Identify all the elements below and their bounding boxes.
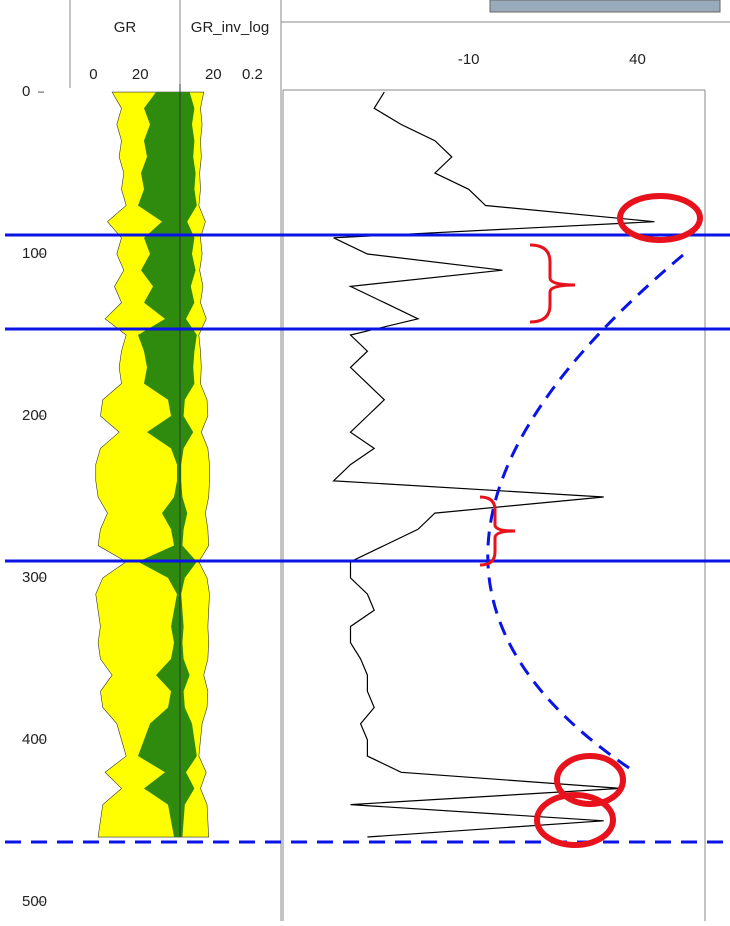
depth-tick-label: 400 <box>22 731 47 748</box>
depth-tick-label: 300 <box>22 569 47 586</box>
x-tick-label: 0 <box>89 66 97 83</box>
x-tick-label: 20 <box>132 66 149 83</box>
gr-shale-area <box>138 92 197 838</box>
track-header: GR <box>114 19 137 36</box>
depth-tick-label: 100 <box>22 245 47 262</box>
depth-tick-label: 500 <box>22 893 47 910</box>
x2-tick-label: 0.2 <box>242 66 263 83</box>
log-curve <box>332 91 655 838</box>
depth-tick-label: 200 <box>22 407 47 424</box>
thumbnail <box>489 0 721 13</box>
frames <box>69 0 730 921</box>
x-tick-label: -10 <box>458 51 480 68</box>
x2-tick-label: 20 <box>205 66 222 83</box>
annotations <box>5 193 730 848</box>
x-tick-label: 40 <box>629 51 646 68</box>
track-header: GR_inv_log <box>191 19 269 36</box>
depth-tick-label: 0 <box>22 83 30 100</box>
